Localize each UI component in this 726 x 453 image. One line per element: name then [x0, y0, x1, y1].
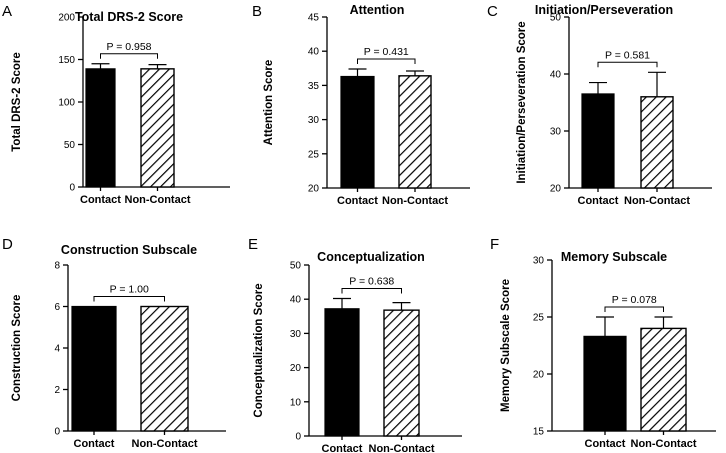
bar-non-contact [640, 96, 674, 189]
y-tick-label: 20 [533, 370, 545, 381]
category-label: Contact [578, 195, 619, 207]
significance-bracket [357, 58, 416, 64]
p-value-label: P = 0.638 [349, 276, 394, 288]
y-tick-label: 40 [290, 295, 302, 306]
y-tick-label: 35 [308, 81, 320, 92]
significance-bracket [604, 306, 664, 312]
y-axis-label: Attention Score [263, 60, 275, 146]
y-tick-label: 40 [550, 70, 562, 81]
category-label: Non-Contact [624, 195, 690, 207]
panel-title: Conceptualization [317, 250, 425, 264]
y-tick-label: 30 [550, 127, 562, 138]
panel-e: E Conceptualization Conceptualization Scor… [248, 236, 462, 453]
panel-title: Initiation/Perseveration [535, 3, 673, 17]
bar-contact [85, 68, 116, 188]
y-tick-label: 15 [533, 427, 545, 438]
y-tick-label: 4 [54, 344, 60, 355]
p-value-label: P = 1.00 [110, 284, 149, 296]
y-tick-label: 6 [54, 302, 60, 313]
panel-letter: D [2, 236, 13, 253]
panel-letter: B [252, 3, 262, 20]
bar-contact [340, 75, 375, 189]
y-tick-label: 20 [290, 363, 302, 374]
panel-f: F Memory Subscale Memory Subscale Score 15 2… [490, 236, 716, 450]
bar-non-contact [140, 68, 175, 188]
significance-bracket [597, 61, 658, 68]
y-tick-label: 30 [290, 329, 302, 340]
y-tick-label: 50 [290, 261, 302, 272]
category-label: Non-Contact [125, 194, 191, 206]
category-label: Contact [322, 443, 363, 453]
category-label: Non-Contact [382, 195, 448, 207]
p-value-label: P = 0.431 [364, 46, 409, 58]
panel-letter: F [490, 236, 499, 253]
panel-b: B Attention Attention Score 20 25 30 35 40 45 Con… [252, 3, 470, 207]
category-label: Non-Contact [369, 443, 435, 453]
category-label: Contact [74, 438, 115, 450]
panel-title: Construction Subscale [61, 243, 197, 257]
p-value-label: P = 0.581 [605, 49, 650, 61]
bar-non-contact [383, 309, 420, 437]
y-tick-label: 8 [54, 261, 60, 272]
bar-non-contact [140, 305, 189, 432]
y-tick-label: 40 [308, 47, 320, 58]
y-tick-label: 0 [69, 183, 75, 194]
panel-letter: A [2, 3, 12, 20]
y-axis-label: Total DRS-2 Score [11, 52, 23, 151]
y-tick-label: 2 [54, 385, 60, 396]
y-axis-label: Conceptualization Score [253, 283, 265, 417]
y-tick-label: 25 [533, 313, 545, 324]
bar-contact [581, 93, 615, 189]
panel-title: Total DRS-2 Score [75, 10, 183, 24]
category-label: Non-Contact [132, 438, 198, 450]
y-tick-label: 30 [533, 256, 545, 267]
y-tick-label: 20 [308, 184, 320, 195]
y-axis-label: Memory Subscale Score [500, 279, 512, 412]
y-tick-label: 30 [308, 115, 320, 126]
y-tick-label: 25 [308, 149, 320, 160]
y-tick-label: 0 [54, 427, 60, 438]
panel-title: Memory Subscale [561, 250, 667, 264]
bar-contact [324, 308, 360, 437]
category-label: Contact [337, 195, 378, 207]
p-value-label: P = 0.078 [612, 294, 657, 306]
category-label: Contact [80, 194, 121, 206]
bar-non-contact [640, 327, 687, 432]
y-tick-label: 10 [290, 397, 302, 408]
y-tick-label: 0 [295, 432, 301, 443]
bar-non-contact [398, 75, 432, 189]
y-tick-label: 100 [58, 98, 75, 109]
y-tick-label: 20 [550, 184, 562, 195]
significance-bracket [93, 296, 165, 302]
y-axis-label: Initiation/Perseveration Score [516, 21, 528, 183]
y-tick-label: 150 [58, 55, 75, 66]
p-value-label: P = 0.958 [106, 41, 151, 53]
category-label: Non-Contact [631, 438, 697, 450]
y-tick-label: 45 [308, 13, 320, 24]
y-tick-label: 50 [550, 13, 562, 24]
panel-c: C Initiation/Perseveration Initiation/Pers… [487, 3, 712, 207]
bar-contact [71, 305, 117, 432]
panel-a: A Total DRS-2 Score Total DRS-2 Score 0 50 10… [2, 3, 230, 206]
significance-bracket [100, 53, 158, 59]
panel-d: D Construction Subscale Construction Score… [2, 236, 226, 450]
category-label: Contact [585, 438, 626, 450]
bar-contact [583, 335, 627, 432]
panel-letter: E [248, 236, 258, 253]
y-axis-label: Construction Score [11, 295, 23, 402]
panel-title: Attention [350, 3, 405, 17]
y-tick-label: 200 [58, 13, 75, 24]
y-tick-label: 50 [64, 140, 76, 151]
panel-letter: C [487, 3, 498, 20]
significance-bracket [341, 288, 402, 294]
